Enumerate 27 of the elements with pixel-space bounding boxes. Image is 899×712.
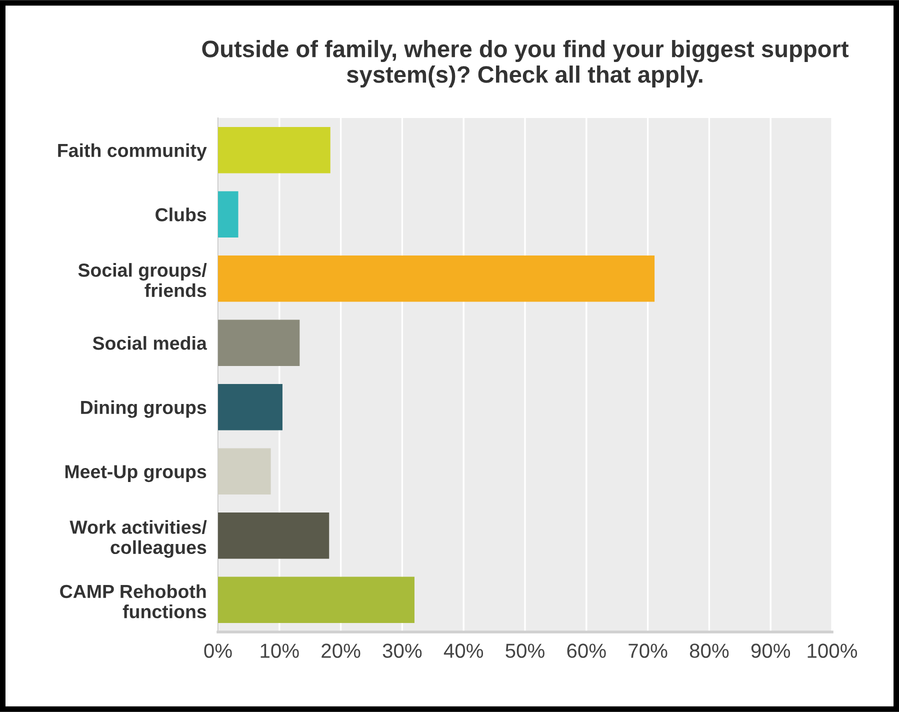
y-tick-label: Faith community [58, 143, 207, 161]
bar [218, 126, 330, 174]
bar [218, 191, 238, 238]
y-tick-label: Dining groups [81, 400, 206, 418]
x-tick-label: 20% [322, 644, 360, 658]
bar [218, 512, 330, 559]
y-tick-label: CAMP Rehoboth functions [60, 584, 206, 618]
x-tick-label: 40% [444, 644, 484, 658]
y-tick-label: Social media [92, 336, 208, 350]
y-tick-label: Clubs [156, 208, 206, 222]
bar [218, 320, 300, 366]
x-tick-label: 100% [808, 644, 858, 658]
bar [218, 576, 414, 624]
x-tick-label: 80% [690, 644, 729, 658]
bar [218, 255, 655, 302]
x-tick-label: 10% [260, 644, 299, 658]
x-tick-label: 90% [751, 644, 790, 658]
y-tick-label: Social groups/ friends [78, 263, 207, 298]
chart-title: Outside of family, where do you find your biggest support system(s)? Check all that apply. [202, 40, 849, 88]
x-tick-label: 70% [628, 644, 668, 658]
bar [218, 384, 282, 430]
x-tick-label: 60% [567, 644, 606, 658]
x-tick-label: 0% [204, 644, 232, 658]
y-tick-label: Meet-Up groups [65, 465, 206, 482]
x-tick-label: 50% [506, 644, 544, 658]
x-tick-label: 30% [382, 644, 422, 658]
y-tick-label: Work activities/ colleagues [70, 520, 207, 558]
